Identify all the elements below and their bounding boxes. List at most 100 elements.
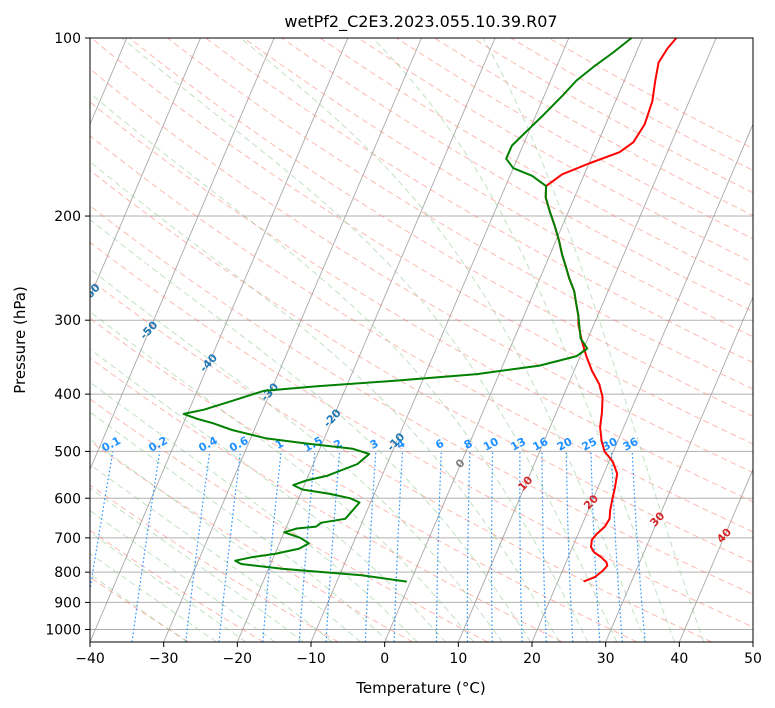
dry-adiabat <box>90 317 638 642</box>
mixing-ratio-line <box>466 451 471 642</box>
mixing-ratio-label: 36 <box>621 435 641 454</box>
moist-adiabat <box>90 381 418 642</box>
isotherm-label: 10 <box>515 473 535 493</box>
isotherm-line <box>90 38 275 471</box>
mixing-ratio-label: 20 <box>555 435 575 454</box>
mixing-ratio-label: 30 <box>600 435 620 454</box>
mixing-ratio-label: 2 <box>332 437 345 452</box>
moist-adiabat <box>90 487 304 642</box>
mixing-ratio-label: 16 <box>531 435 551 454</box>
reference-lines <box>90 38 753 642</box>
dry-adiabat <box>90 440 414 642</box>
moist-adiabat <box>90 311 475 642</box>
dry-adiabat <box>90 205 753 595</box>
dry-adiabat <box>281 38 753 313</box>
isotherm-line <box>678 468 753 642</box>
mixing-ratio-line <box>565 451 574 642</box>
moist-adiabat <box>482 38 705 642</box>
y-tick-label: 1000 <box>45 622 81 638</box>
y-tick-label: 900 <box>54 595 81 611</box>
mixing-ratio-line <box>490 451 494 642</box>
moist-adiabat <box>90 573 188 642</box>
isotherm-label: -10 <box>384 430 407 454</box>
mixing-ratio-line <box>185 451 211 642</box>
sounding-profiles <box>182 38 678 583</box>
isotherm-line <box>457 38 717 642</box>
moist-adiabat <box>90 218 532 642</box>
moist-adiabat <box>90 411 390 642</box>
y-tick-label: 800 <box>54 565 81 581</box>
dewpoint-profile <box>182 38 633 583</box>
mixing-ratio-label: 13 <box>508 435 528 454</box>
isotherm-label: -50 <box>137 318 160 342</box>
y-tick-label: 200 <box>54 209 81 225</box>
dry-adiabat <box>357 38 753 264</box>
mixing-ratio-line <box>90 451 114 594</box>
x-tick-label: 20 <box>523 651 541 667</box>
mixing-ratio-label: 25 <box>580 435 600 454</box>
dry-adiabat <box>243 38 753 338</box>
isotherm-label: -20 <box>321 406 344 430</box>
isotherm-label: 30 <box>647 509 667 529</box>
mixing-ratio-line <box>435 451 442 642</box>
chart-title: wetPf2_C2E3.2023.055.10.39.R07 <box>284 12 557 32</box>
moist-adiabat <box>90 268 503 642</box>
mixing-ratio-line <box>218 451 242 642</box>
moist-adiabat <box>90 463 333 642</box>
dry-adiabat <box>167 38 753 390</box>
dry-adiabat <box>90 357 563 642</box>
isotherm-line <box>531 123 753 642</box>
dry-adiabat <box>90 241 753 628</box>
moist-adiabat <box>90 348 446 642</box>
moist-adiabat <box>372 38 676 642</box>
isotherm-line <box>90 38 201 299</box>
temperature-profile <box>544 38 678 583</box>
y-tick-label: 100 <box>54 31 81 47</box>
isotherm-line <box>236 38 496 642</box>
isotherm-line <box>752 640 753 642</box>
dry-adiabat <box>90 398 488 642</box>
x-axis-label: Temperature (°C) <box>355 679 485 697</box>
isotherm-label: -70 <box>25 237 48 261</box>
dry-adiabat <box>90 101 753 503</box>
isotherm-line <box>163 38 422 642</box>
y-tick-label: 600 <box>54 491 81 507</box>
x-tick-label: −40 <box>75 651 105 667</box>
y-axis-label: Pressure (hPa) <box>11 286 29 394</box>
mixing-ratio-label: 3 <box>368 437 381 452</box>
dry-adiabat <box>90 529 264 642</box>
plot-frame <box>89 37 754 643</box>
isotherm-line <box>605 295 753 642</box>
x-tick-label: −10 <box>296 651 326 667</box>
mixing-ratio-line <box>131 451 161 642</box>
isotherm-label: 20 <box>581 492 601 512</box>
dry-adiabat <box>90 484 339 642</box>
isotherm-label: 0 <box>453 456 468 471</box>
moist-adiabat <box>90 438 361 642</box>
y-tick-label: 300 <box>54 313 81 329</box>
axes: −40 −30 −20 −10 0 10 20 30 40 5010020030040050060… <box>45 31 762 667</box>
mixing-ratio-label: 10 <box>481 435 501 454</box>
x-tick-label: 30 <box>597 651 615 667</box>
mixing-ratio-line <box>590 451 601 642</box>
isotherm-line <box>384 38 643 642</box>
moist-adiabat <box>90 552 217 642</box>
x-tick-label: 50 <box>744 651 762 667</box>
moist-adiabat <box>90 509 275 642</box>
x-tick-label: 0 <box>380 651 389 667</box>
x-tick-label: 40 <box>670 651 688 667</box>
moist-adiabat <box>90 161 560 642</box>
dry-adiabat <box>90 135 753 533</box>
y-tick-label: 400 <box>54 387 81 403</box>
mixing-ratio-line <box>364 451 377 642</box>
isotherm-label: 40 <box>714 525 734 545</box>
x-tick-label: −20 <box>223 651 253 667</box>
y-tick-label: 700 <box>54 531 81 547</box>
dry-adiabat <box>129 38 753 417</box>
moist-adiabat <box>90 531 246 642</box>
y-tick-label: 500 <box>54 444 81 460</box>
mixing-ratio-line <box>262 451 282 642</box>
isotherm-label: -60 <box>80 281 103 305</box>
dry-adiabat <box>90 279 712 642</box>
